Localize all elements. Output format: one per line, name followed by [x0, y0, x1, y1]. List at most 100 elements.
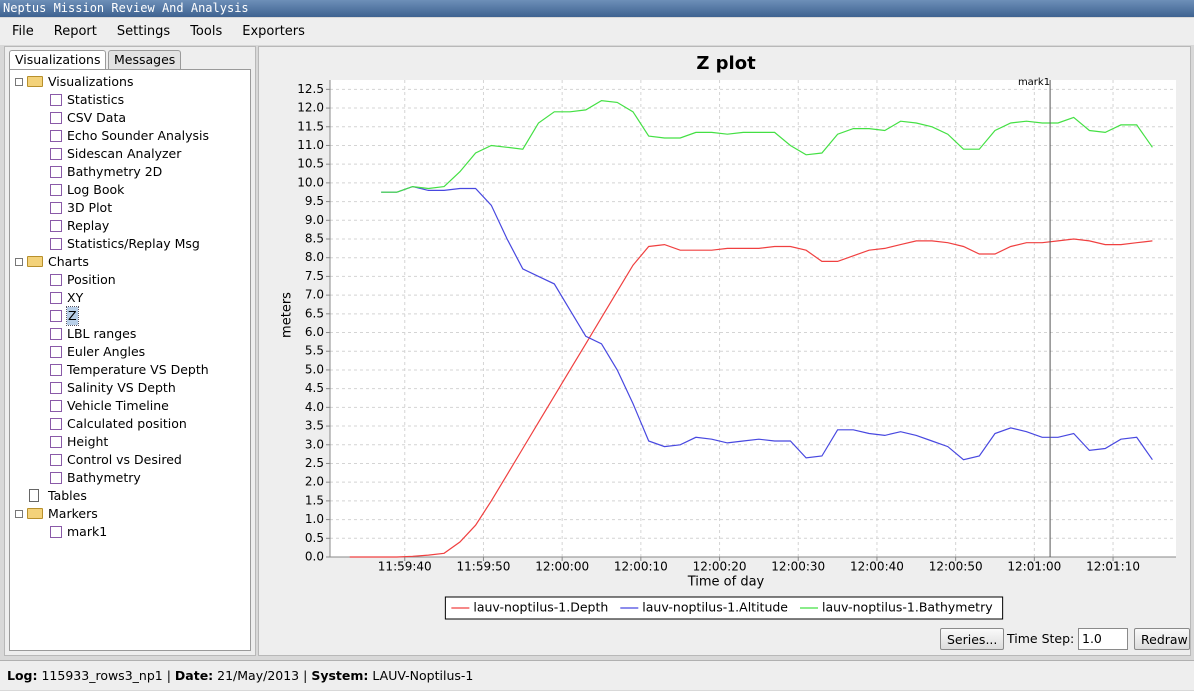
tree-label[interactable]: Replay: [67, 218, 110, 233]
node-icon: [50, 382, 62, 394]
status-key: Date:: [174, 668, 214, 683]
y-tick-label: 7.5: [305, 269, 324, 283]
node-icon: [50, 472, 62, 484]
tree-label[interactable]: 3D Plot: [67, 200, 113, 215]
menu-item[interactable]: Report: [53, 24, 97, 39]
y-tick-label: 12.0: [297, 101, 324, 115]
menu-item[interactable]: Tools: [190, 24, 223, 39]
x-tick-label: 11:59:40: [378, 560, 432, 574]
tree-label[interactable]: Tables: [48, 488, 87, 503]
y-tick-label: 3.0: [305, 437, 324, 451]
tree-label[interactable]: CSV Data: [67, 110, 127, 125]
y-tick-label: 1.5: [305, 493, 324, 507]
menu-bar: File Report Settings Tools Exporters: [0, 18, 1194, 45]
tree-label[interactable]: Control vs Desired: [67, 452, 182, 467]
legend-label: lauv-noptilus-1.Depth: [473, 600, 608, 615]
node-icon: [50, 418, 62, 430]
tree-label[interactable]: Bathymetry: [67, 470, 141, 485]
node-icon: [50, 112, 62, 124]
node-icon: [50, 238, 62, 250]
node-icon: [50, 94, 62, 106]
page-icon: [29, 489, 39, 502]
tree-label[interactable]: Calculated position: [67, 416, 187, 431]
chart-title: Z plot: [696, 53, 756, 74]
tree-label[interactable]: Statistics: [67, 92, 125, 107]
tree-label[interactable]: Vehicle Timeline: [67, 398, 169, 413]
y-tick-label: 2.0: [305, 475, 324, 489]
tree-label[interactable]: Visualizations: [48, 74, 134, 89]
tree-label[interactable]: LBL ranges: [67, 326, 137, 341]
tree-label[interactable]: Charts: [48, 254, 89, 269]
node-icon: [50, 148, 62, 160]
tree-label[interactable]: Z: [66, 306, 79, 326]
x-tick-label: 12:00:50: [929, 560, 983, 574]
node-icon: [50, 454, 62, 466]
x-tick-label: 12:00:10: [614, 560, 668, 574]
tree-expander: [15, 258, 23, 266]
tree-label[interactable]: Statistics/Replay Msg: [67, 236, 200, 251]
node-icon: [50, 292, 62, 304]
y-tick-label: 9.5: [305, 194, 324, 208]
y-tick-label: 4.0: [305, 400, 324, 414]
window-title: Neptus Mission Review And Analysis: [3, 1, 249, 15]
y-tick-label: 3.5: [305, 419, 324, 433]
x-tick-label: 12:00:40: [850, 560, 904, 574]
series-button[interactable]: Series...: [940, 628, 1005, 650]
data-line: [349, 238, 1153, 558]
y-tick-label: 11.5: [297, 119, 324, 133]
tree-label[interactable]: Temperature VS Depth: [67, 362, 209, 377]
menu-item[interactable]: File: [12, 24, 34, 39]
node-icon: [50, 130, 62, 142]
y-tick-label: 6.0: [305, 325, 324, 339]
y-tick-label: 8.5: [305, 232, 324, 246]
x-tick-label: 11:59:50: [457, 560, 511, 574]
x-tick-label: 12:01:00: [1007, 560, 1061, 574]
time-step-input[interactable]: 1.0: [1078, 628, 1128, 650]
node-icon: [50, 184, 62, 196]
tree-label[interactable]: Echo Sounder Analysis: [67, 128, 209, 143]
tree-label[interactable]: Bathymetry 2D: [67, 164, 163, 179]
redraw-button[interactable]: Redraw: [1134, 628, 1190, 650]
legend-label: lauv-noptilus-1.Bathymetry: [822, 600, 993, 615]
tree-label[interactable]: Log Book: [67, 182, 125, 197]
tab[interactable]: Messages: [108, 50, 182, 69]
x-tick-label: 12:00:30: [771, 560, 825, 574]
node-icon: [50, 220, 62, 232]
marker-label: mark1: [1018, 77, 1050, 88]
y-tick-label: 8.0: [305, 250, 324, 264]
node-icon: [50, 526, 62, 538]
folder-icon: [27, 256, 43, 267]
node-icon: [50, 400, 62, 412]
tree-label[interactable]: mark1: [67, 524, 108, 539]
tab[interactable]: Visualizations: [9, 50, 107, 69]
left-panel: Visualizations Messages Visualizations St…: [4, 46, 256, 656]
y-tick-label: 6.5: [305, 306, 324, 320]
x-tick-label: 12:01:10: [1086, 560, 1140, 574]
tree-expander: [15, 78, 23, 86]
tree-label[interactable]: XY: [67, 290, 84, 305]
node-icon: [50, 202, 62, 214]
tree-label[interactable]: Euler Angles: [67, 344, 146, 359]
tree-label[interactable]: Sidescan Analyzer: [67, 146, 182, 161]
menu-item[interactable]: Settings: [116, 24, 171, 39]
tree-label[interactable]: Height: [67, 434, 109, 449]
time-step-label: Time Step:: [1007, 631, 1075, 646]
status-value: LAUV-Noptilus-1: [372, 668, 474, 683]
folder-icon: [27, 76, 43, 87]
node-icon: [50, 346, 62, 358]
tree-label[interactable]: Position: [67, 272, 116, 287]
status-value: 115933_rows3_np1: [41, 668, 163, 683]
tree: Visualizations Statistics CSV Data Echo Sou…: [9, 69, 251, 651]
y-tick-label: 9.0: [305, 213, 324, 227]
tree-label[interactable]: Markers: [48, 506, 98, 521]
status-separator: |: [303, 668, 308, 683]
title-bar: Neptus Mission Review And Analysis: [0, 0, 1194, 17]
menu-item[interactable]: Exporters: [242, 24, 305, 39]
y-tick-label: 1.0: [305, 512, 324, 526]
tree-label[interactable]: Salinity VS Depth: [67, 380, 176, 395]
y-tick-label: 10.5: [297, 157, 324, 171]
status-bar: Log: 115933_rows3_np1 | Date: 21/May/201…: [0, 660, 1194, 690]
status-value: 21/May/2013: [217, 668, 300, 683]
y-tick-label: 0.0: [305, 550, 324, 564]
y-tick-label: 11.0: [297, 138, 324, 152]
